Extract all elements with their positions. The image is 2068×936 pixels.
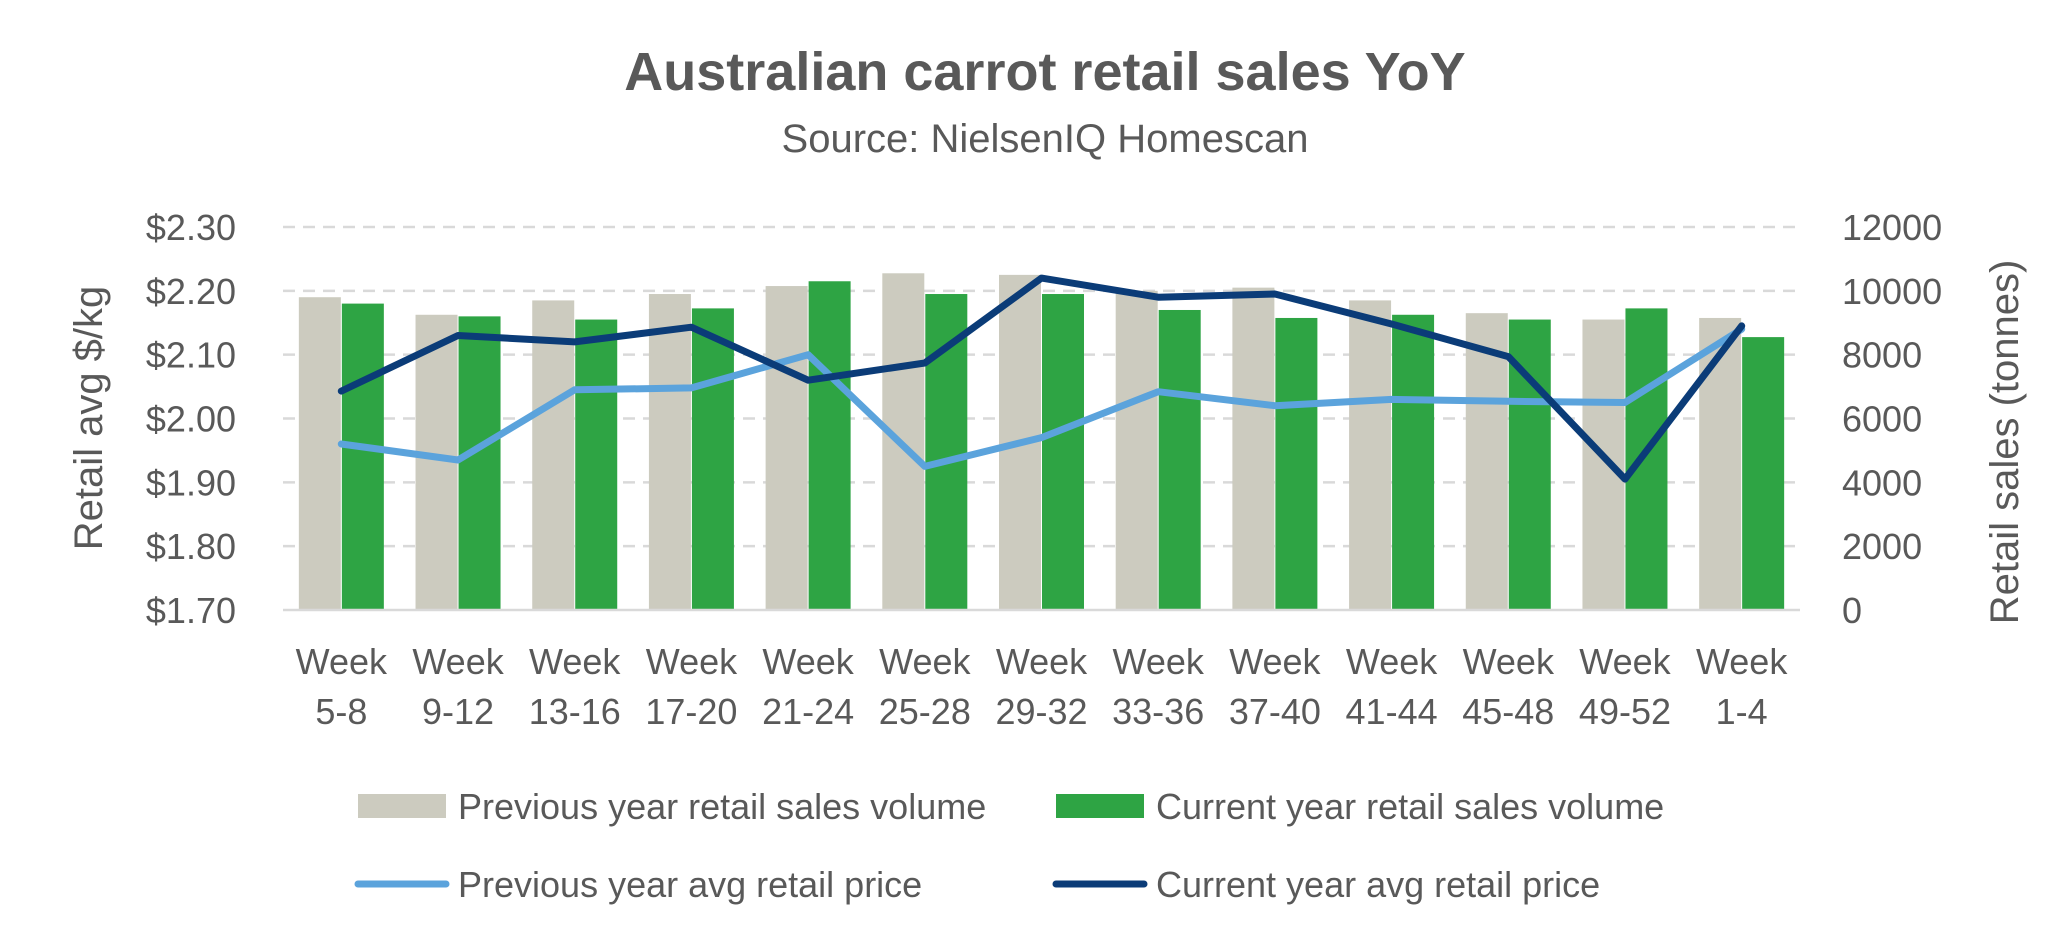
bar-previous-year (1582, 319, 1625, 610)
bar-previous-year (298, 297, 341, 610)
y-axis-right-label: Retail sales (tonnes) (1983, 260, 2027, 625)
x-tick-label: 37-40 (1229, 691, 1321, 732)
y-right-tick-label: 4000 (1842, 462, 1922, 503)
x-tick-label: 13-16 (529, 691, 621, 732)
legend-swatch (1056, 794, 1144, 818)
bar-current-year (691, 308, 734, 610)
x-tick-label: Week (646, 641, 738, 682)
legend-item: Current year retail sales volume (1056, 786, 1664, 827)
y-right-tick-label: 8000 (1842, 335, 1922, 376)
legend-label: Current year avg retail price (1156, 864, 1600, 905)
line-previous-year-price (337, 325, 1746, 470)
legend-label: Previous year retail sales volume (458, 786, 986, 827)
legend-label: Previous year avg retail price (458, 864, 922, 905)
y-right-tick-label: 6000 (1842, 399, 1922, 440)
y-right-tick-label: 10000 (1842, 271, 1942, 312)
x-tick-label: 25-28 (879, 691, 971, 732)
legend-label: Current year retail sales volume (1156, 786, 1664, 827)
y-left-tick-label: $2.00 (146, 399, 236, 440)
x-tick-label: 1-4 (1716, 691, 1768, 732)
bar-current-year (925, 294, 968, 610)
line-current-year-price (337, 274, 1746, 483)
x-tick-label: 41-44 (1346, 691, 1438, 732)
x-tick-label: Week (296, 641, 388, 682)
y-left-tick-label: $2.10 (146, 335, 236, 376)
x-tick-label: Week (1579, 641, 1671, 682)
bar-current-year (1625, 308, 1668, 610)
axes: $1.70 0 $1.80 2000 $1.90 4000 $2.00 6000 $2.10 80… (146, 207, 1942, 732)
bar-previous-year (532, 300, 575, 610)
x-tick-label: Week (879, 641, 971, 682)
x-tick-label: 49-52 (1579, 691, 1671, 732)
bar-previous-year (1699, 317, 1742, 610)
legend-item: Current year avg retail price (1052, 864, 1600, 905)
y-left-tick-label: $2.30 (146, 207, 236, 248)
x-tick-label: Week (1229, 641, 1321, 682)
y-axis-left-label: Retail avg $/kg (67, 286, 111, 551)
bar-previous-year (1465, 313, 1508, 610)
bar-current-year (1158, 309, 1201, 610)
x-tick-label: 17-20 (645, 691, 737, 732)
y-right-tick-label: 12000 (1842, 207, 1942, 248)
legend-swatch (358, 794, 446, 818)
bar-previous-year (765, 286, 808, 610)
legend: Previous year retail sales volume Current… (354, 786, 1664, 905)
bar-previous-year (648, 294, 691, 610)
x-tick-label: 33-36 (1112, 691, 1204, 732)
legend-item: Previous year retail sales volume (358, 786, 986, 827)
x-tick-label: 5-8 (315, 691, 367, 732)
x-tick-label: Week (529, 641, 621, 682)
bar-series-group (298, 273, 1785, 610)
chart-subtitle: Source: NielsenIQ Homescan (782, 117, 1309, 161)
bar-current-year (1042, 294, 1084, 610)
legend-item: Previous year avg retail price (354, 864, 922, 905)
x-tick-label: Week (1463, 641, 1555, 682)
x-tick-label: Week (1113, 641, 1205, 682)
bar-current-year (1392, 314, 1435, 610)
x-tick-label: Week (1696, 641, 1788, 682)
chart-title: Australian carrot retail sales YoY (624, 42, 1465, 102)
bar-previous-year (1232, 287, 1275, 610)
y-left-tick-label: $1.80 (146, 526, 236, 567)
x-tick-label: 45-48 (1462, 691, 1554, 732)
x-tick-label: Week (762, 641, 854, 682)
x-tick-label: Week (996, 641, 1088, 682)
y-left-tick-label: $1.90 (146, 462, 236, 503)
y-right-tick-label: 0 (1842, 590, 1862, 631)
bar-current-year (808, 281, 851, 610)
x-tick-label: Week (412, 641, 504, 682)
y-left-tick-label: $1.70 (146, 590, 236, 631)
x-tick-label: 9-12 (422, 691, 494, 732)
y-right-tick-label: 2000 (1842, 526, 1922, 567)
bar-current-year (575, 319, 618, 610)
bar-current-year (1742, 337, 1785, 610)
y-left-tick-label: $2.20 (146, 271, 236, 312)
bar-previous-year (1349, 300, 1392, 610)
bar-current-year (341, 303, 384, 610)
bar-current-year (1275, 317, 1318, 610)
x-tick-label: 21-24 (762, 691, 854, 732)
bar-current-year (458, 316, 501, 610)
bar-previous-year (1115, 290, 1158, 610)
line-series-group (337, 274, 1746, 483)
x-tick-label: Week (1346, 641, 1438, 682)
x-tick-label: 29-32 (995, 691, 1087, 732)
